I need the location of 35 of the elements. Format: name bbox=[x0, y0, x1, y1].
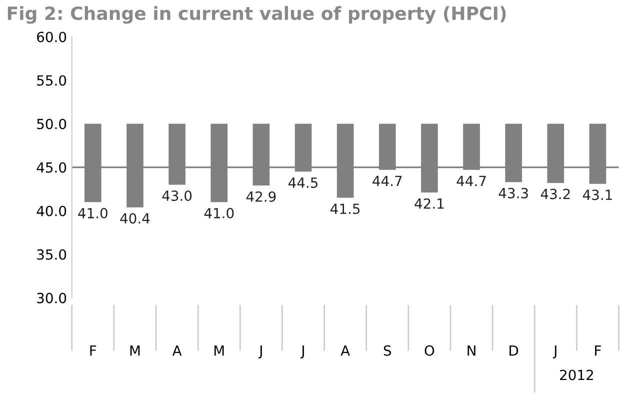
x-tick-label: J bbox=[258, 345, 262, 358]
y-tick-label: 45.0 bbox=[36, 162, 66, 173]
y-tick-label: 30.0 bbox=[37, 292, 66, 304]
y-tick-label: 55.0 bbox=[37, 75, 66, 86]
x-tick-label: J bbox=[552, 345, 556, 358]
x-tick-label: N bbox=[468, 345, 476, 356]
data-label: 44.7 bbox=[456, 176, 486, 186]
x-tick-label: S bbox=[384, 345, 392, 356]
x-tick-label: D bbox=[510, 345, 518, 356]
data-label: 43.3 bbox=[498, 188, 528, 198]
data-label: 40.4 bbox=[120, 213, 150, 224]
data-label: 43.0 bbox=[162, 190, 192, 201]
x-tick-label: A bbox=[172, 345, 182, 356]
data-label: 41.0 bbox=[204, 208, 234, 218]
y-tick-label: 40.0 bbox=[36, 206, 66, 216]
y-tick-label: 60.0 bbox=[37, 32, 66, 42]
data-label: 42.1 bbox=[414, 198, 444, 209]
data-label: 41.5 bbox=[330, 204, 360, 214]
data-label: 41.0 bbox=[78, 208, 108, 218]
x-tick-label: F bbox=[595, 345, 601, 356]
data-label: 44.5 bbox=[288, 178, 318, 188]
x-tick-label: M bbox=[130, 345, 140, 356]
chart-title: Fig 2: Change in current value of property (HPCI) bbox=[8, 6, 506, 24]
data-label: 44.7 bbox=[372, 176, 402, 186]
data-label: 43.1 bbox=[582, 190, 612, 200]
x-tick-label: M bbox=[214, 345, 224, 356]
data-label: 43.2 bbox=[540, 188, 570, 200]
x-tick-label: F bbox=[90, 345, 96, 356]
y-tick-label: 35.0 bbox=[37, 249, 66, 260]
x-tick-label: A bbox=[340, 345, 350, 356]
x-tick-label: O bbox=[424, 345, 434, 356]
y-tick-label: 50.0 bbox=[37, 118, 66, 130]
x-tick-label: J bbox=[300, 345, 304, 358]
text: 2012 bbox=[560, 370, 593, 380]
data-label: 42.9 bbox=[246, 191, 276, 202]
